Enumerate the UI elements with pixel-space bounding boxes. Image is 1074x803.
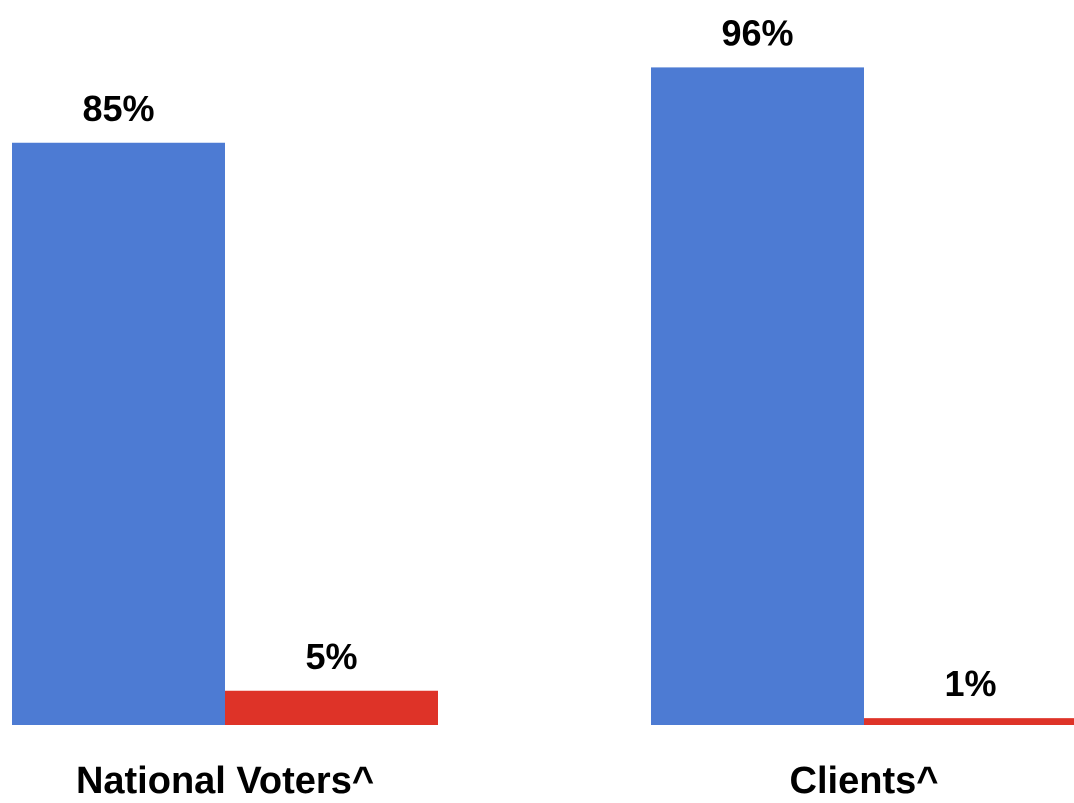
data-label-0-1: 96%	[721, 12, 793, 53]
category-label-1: Clients^	[790, 760, 939, 802]
category-labels-group: National Voters^ Clients^	[76, 760, 939, 802]
data-label-1-0: 5%	[305, 636, 357, 677]
data-label-1-1: 1%	[944, 663, 996, 704]
category-label-0: National Voters^	[76, 760, 374, 802]
bar-red-0	[225, 690, 438, 725]
bar-blue-1	[651, 67, 864, 725]
bar-blue-0	[12, 142, 225, 725]
data-labels-group: 85% 5% 96% 1%	[82, 12, 996, 704]
bars-group	[12, 67, 1074, 725]
data-label-0-0: 85%	[82, 88, 154, 129]
bar-red-1	[864, 718, 1074, 725]
